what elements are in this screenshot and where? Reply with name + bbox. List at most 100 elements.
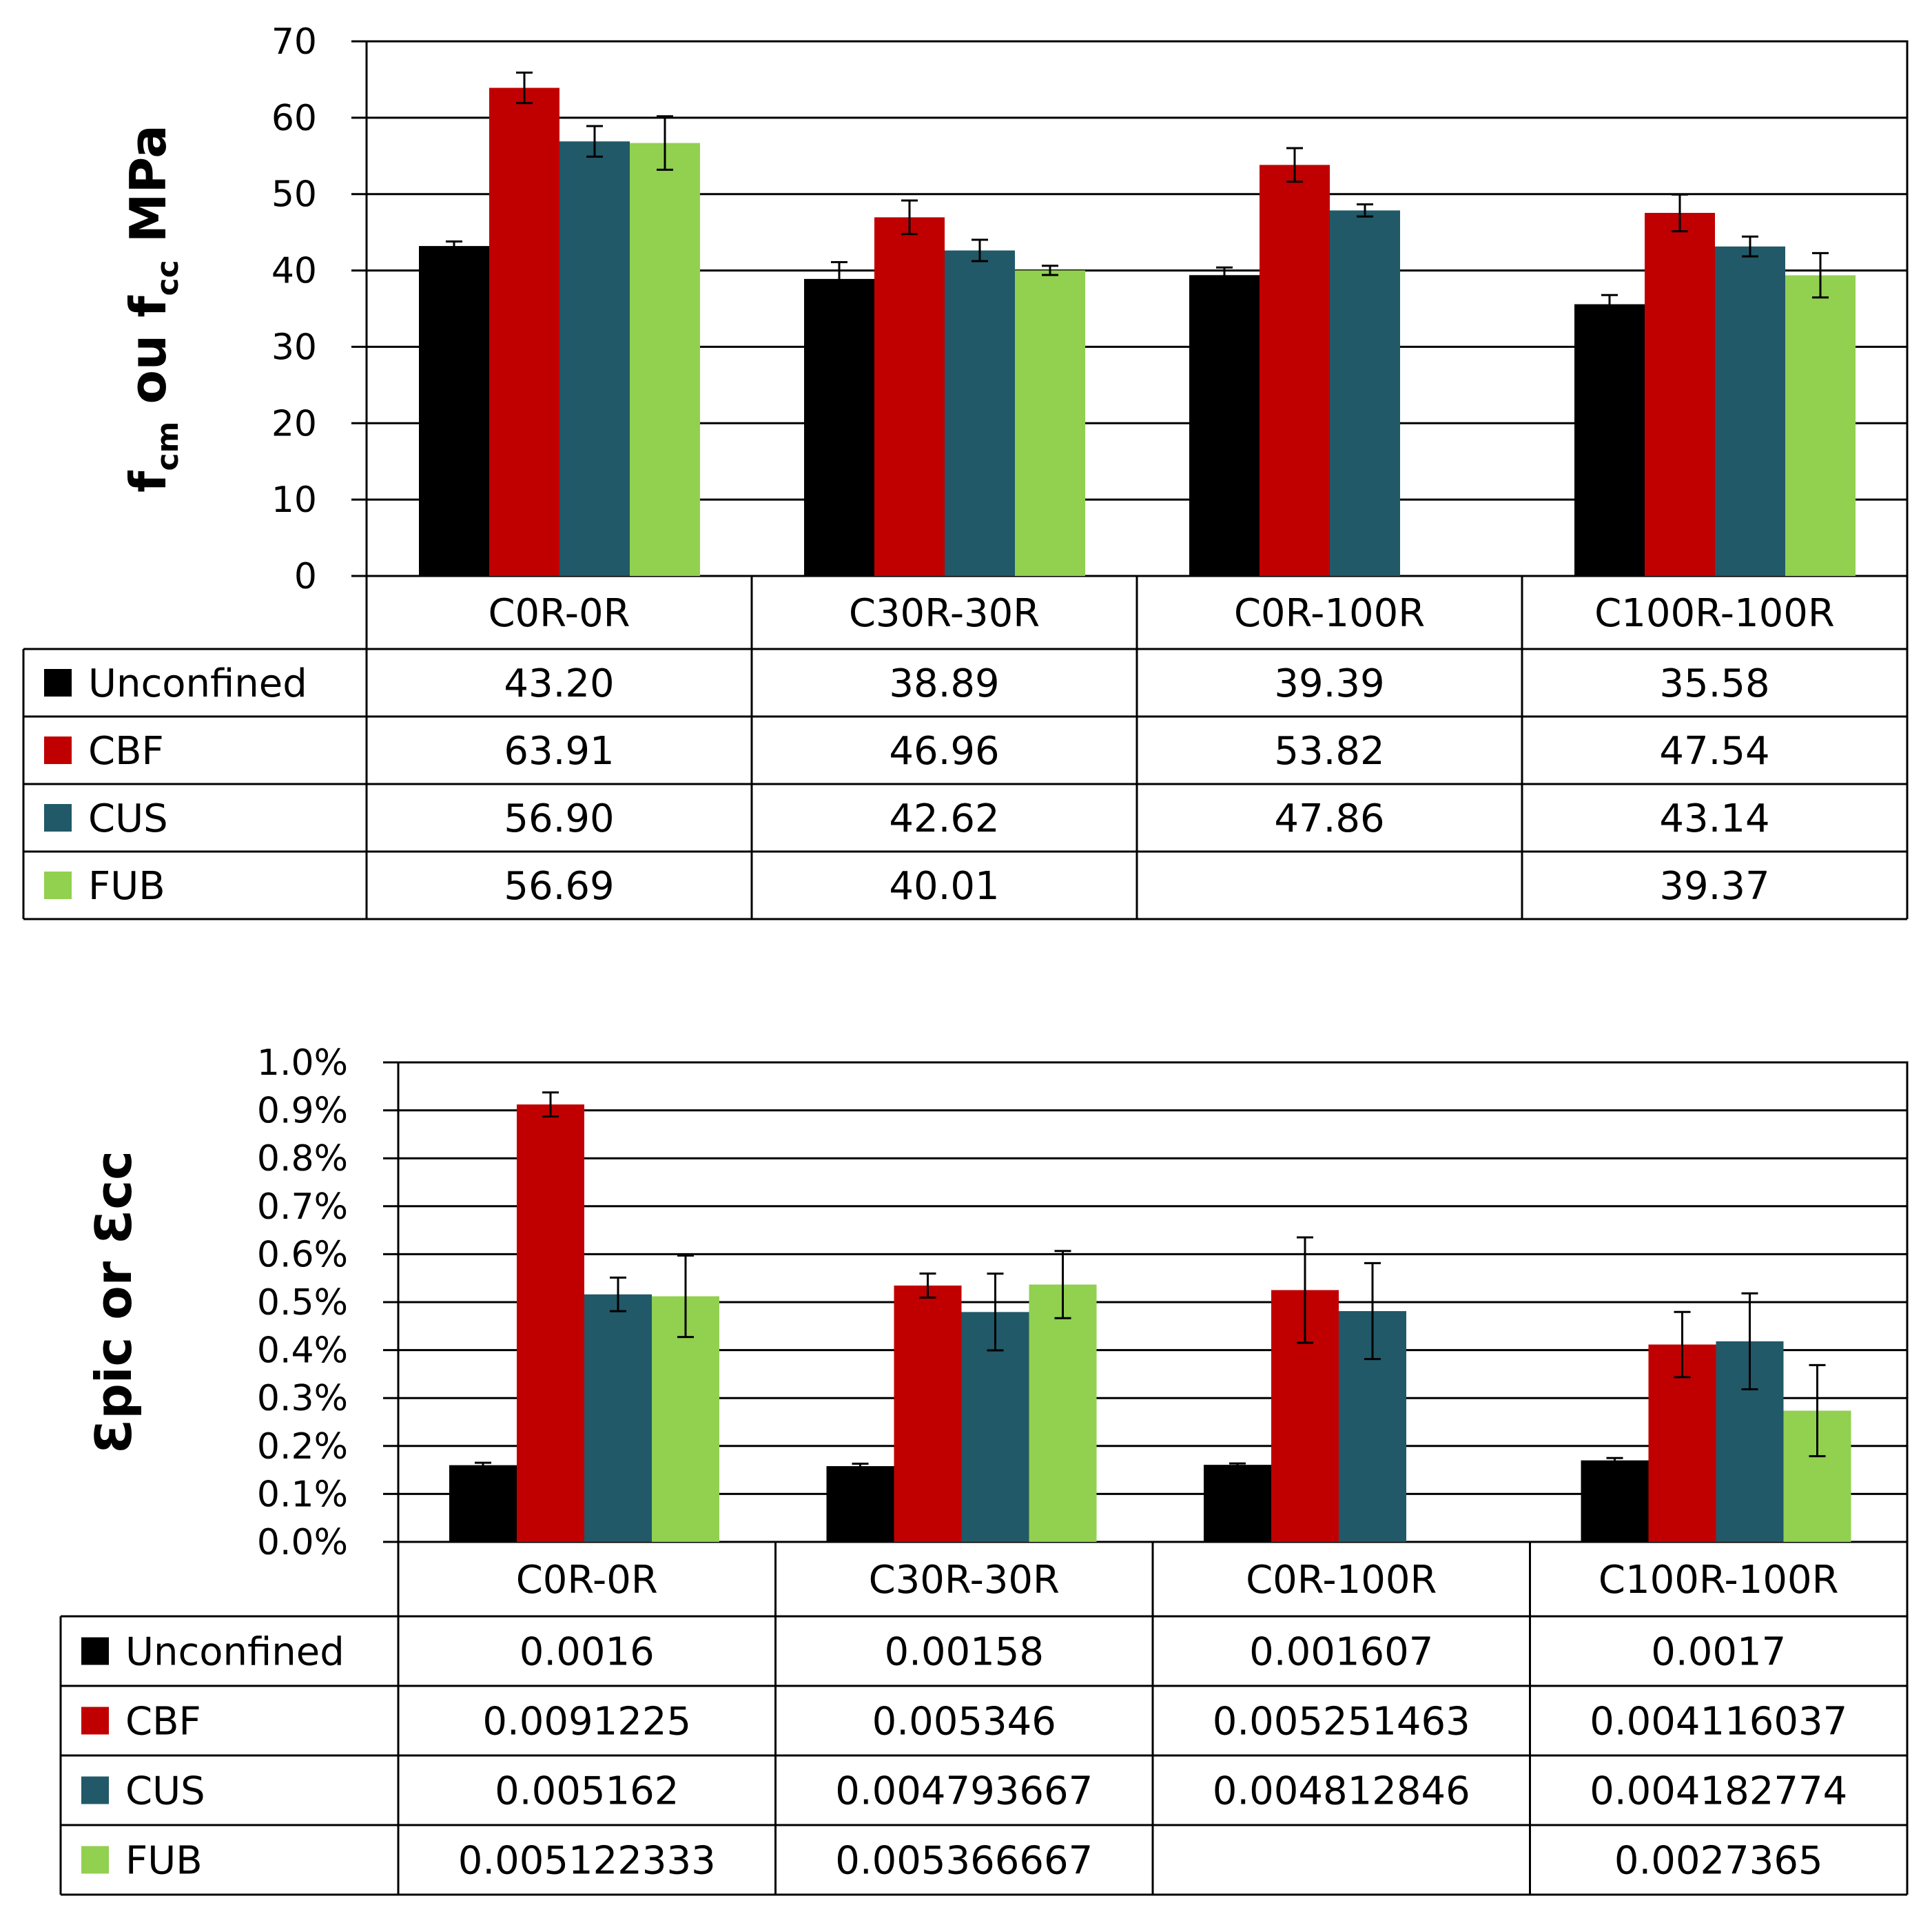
table-cell: 0.005346 bbox=[872, 1700, 1056, 1744]
category-label: C30R-30R bbox=[869, 1558, 1060, 1603]
error-bar bbox=[1601, 293, 1618, 315]
bar-cbf-0 bbox=[489, 87, 559, 576]
legend-label: CBF bbox=[125, 1700, 201, 1744]
table-cell: 0.004116037 bbox=[1590, 1700, 1847, 1744]
error-bar bbox=[542, 1091, 559, 1117]
table-cell: 47.54 bbox=[1659, 729, 1769, 774]
y-axis-title: fcm ou fcc MPa bbox=[119, 125, 185, 493]
y-tick-label: 0 bbox=[294, 556, 317, 597]
legend-swatch-cbf bbox=[81, 1707, 109, 1735]
category-label: C100R-100R bbox=[1594, 591, 1835, 636]
error-bar bbox=[1357, 203, 1373, 218]
y-axis-title-part: f bbox=[119, 471, 177, 493]
y-tick-label: 0.7% bbox=[257, 1186, 348, 1228]
bar-unconfined-3 bbox=[1581, 1460, 1649, 1542]
y-tick-label: 10 bbox=[271, 480, 317, 521]
legend-label: CUS bbox=[125, 1769, 205, 1814]
y-tick-label: 0.6% bbox=[257, 1234, 348, 1275]
error-bar bbox=[677, 1254, 694, 1339]
error-bar bbox=[1286, 147, 1303, 183]
bar-unconfined-0 bbox=[449, 1465, 517, 1542]
error-bar bbox=[1742, 235, 1758, 258]
table-cell: 56.69 bbox=[504, 864, 614, 909]
table-cell: 0.005122333 bbox=[458, 1839, 716, 1884]
error-bar bbox=[1812, 251, 1829, 299]
bar-cus-0 bbox=[584, 1294, 652, 1542]
category-label: C0R-100R bbox=[1246, 1558, 1437, 1603]
table-cell: 56.90 bbox=[504, 796, 614, 841]
y-axis-title-part: MPa bbox=[119, 125, 177, 260]
y-tick-label: 1.0% bbox=[257, 1042, 348, 1084]
error-bar bbox=[901, 199, 918, 236]
table-cell: 42.62 bbox=[889, 796, 999, 841]
category-label: C100R-100R bbox=[1599, 1558, 1839, 1603]
table-cell: 43.20 bbox=[504, 661, 614, 706]
legend-swatch-fub bbox=[44, 872, 72, 899]
legend-label: Unconfined bbox=[125, 1630, 345, 1675]
table-cell: 0.0091225 bbox=[482, 1700, 691, 1744]
error-bar bbox=[657, 115, 673, 171]
legend-swatch-cus bbox=[44, 804, 72, 832]
table-cell: 53.82 bbox=[1274, 729, 1384, 774]
legend-swatch-unconfined bbox=[44, 669, 72, 697]
table-cell: 43.14 bbox=[1659, 796, 1769, 841]
y-tick-label: 40 bbox=[271, 251, 317, 292]
category-label: C0R-100R bbox=[1234, 591, 1425, 636]
error-bar bbox=[987, 1273, 1004, 1352]
bar-unconfined-1 bbox=[826, 1466, 894, 1542]
legend-swatch-unconfined bbox=[81, 1637, 109, 1665]
y-axis-title: Ɛpic or Ɛcc bbox=[85, 1151, 143, 1454]
error-bar bbox=[1606, 1456, 1623, 1464]
y-axis-title-part: ou f bbox=[119, 296, 177, 422]
y-axis-title-part: cc bbox=[150, 260, 185, 296]
bar-cbf-1 bbox=[894, 1285, 962, 1542]
bar-unconfined-1 bbox=[804, 278, 874, 576]
table-cell: 39.39 bbox=[1274, 661, 1384, 706]
table-cell: 47.86 bbox=[1274, 796, 1384, 841]
bar-unconfined-0 bbox=[419, 246, 489, 576]
y-tick-label: 0.0% bbox=[257, 1522, 348, 1563]
y-tick-label: 30 bbox=[271, 327, 317, 368]
category-label: C30R-30R bbox=[849, 591, 1040, 636]
y-tick-label: 70 bbox=[271, 21, 317, 63]
bar-cus-2 bbox=[1330, 210, 1400, 576]
error-bar bbox=[1364, 1261, 1381, 1361]
bar-cus-1 bbox=[945, 250, 1015, 576]
strain-chart: 0.0% 0.1% 0.2% 0.3% 0.4% 0.5% 0.6% 0.7% 0.8% 0.9%… bbox=[59, 1042, 1909, 1896]
error-bar bbox=[919, 1273, 936, 1299]
error-bar bbox=[852, 1463, 869, 1470]
error-bar bbox=[586, 125, 603, 158]
data-table bbox=[59, 1542, 1909, 1896]
legend-swatch-cus bbox=[81, 1776, 109, 1804]
table-cell: 35.58 bbox=[1659, 661, 1769, 706]
y-tick-label: 0.2% bbox=[257, 1426, 348, 1467]
table-cell: 40.01 bbox=[889, 864, 999, 909]
error-bar bbox=[1674, 1310, 1691, 1379]
bar-cus-0 bbox=[559, 141, 630, 577]
table-cell: 0.0017 bbox=[1651, 1630, 1786, 1675]
table-cell: 0.001607 bbox=[1249, 1630, 1433, 1675]
bar-cbf-1 bbox=[874, 217, 945, 576]
bar-fub-0 bbox=[630, 143, 700, 577]
legend-swatch-fub bbox=[81, 1846, 109, 1874]
error-bar bbox=[1672, 193, 1688, 233]
legend-label: Unconfined bbox=[88, 661, 307, 706]
bar-cbf-0 bbox=[517, 1104, 584, 1542]
legend-label: FUB bbox=[125, 1839, 203, 1884]
table-cell: 0.004182774 bbox=[1590, 1769, 1847, 1814]
y-axis-title-part: cm bbox=[150, 422, 185, 471]
error-bar bbox=[516, 71, 533, 105]
error-bar bbox=[1216, 266, 1233, 284]
legend-label: FUB bbox=[88, 864, 165, 909]
table-cell: 0.005366667 bbox=[835, 1839, 1093, 1884]
legend-label: CUS bbox=[88, 796, 168, 841]
y-tick-label: 0.9% bbox=[257, 1091, 348, 1132]
bar-unconfined-3 bbox=[1574, 304, 1645, 576]
y-tick-label: 0.8% bbox=[257, 1138, 348, 1180]
bar-fub-1 bbox=[1029, 1284, 1097, 1542]
y-tick-label: 0.3% bbox=[257, 1378, 348, 1419]
bar-cbf-2 bbox=[1260, 165, 1330, 577]
bar-fub-1 bbox=[1015, 270, 1085, 576]
table-cell: 63.91 bbox=[504, 729, 614, 774]
